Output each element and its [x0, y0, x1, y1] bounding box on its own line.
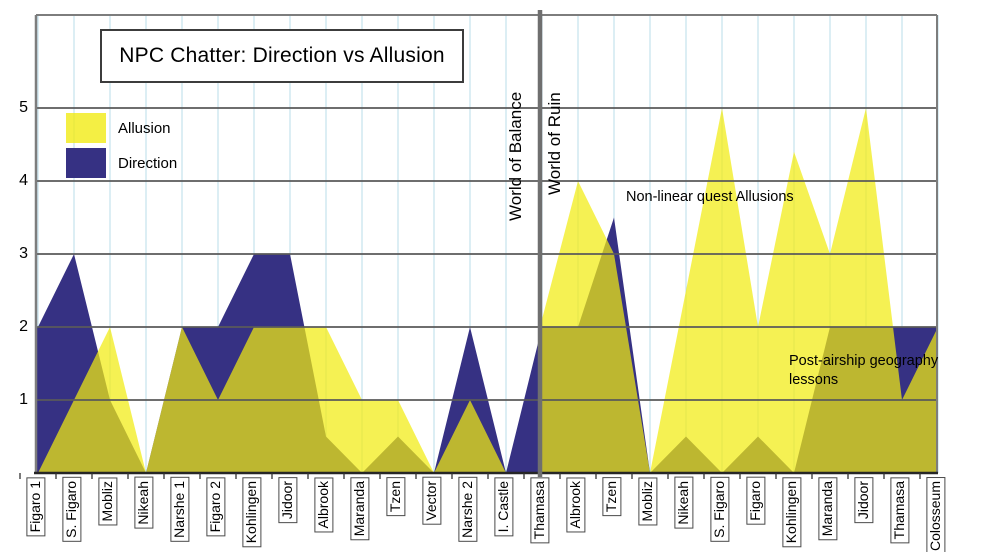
x-axis-label: Mobliz — [98, 477, 118, 526]
annotation-nonlinear: Non-linear quest Allusions — [626, 189, 794, 205]
legend-label-direction: Direction — [118, 155, 178, 172]
y-axis-label-5: 5 — [19, 99, 28, 116]
x-axis-label: Colosseum — [926, 477, 946, 552]
x-axis-label: Albrook — [314, 477, 334, 533]
annotation-postairship-line1: Post-airship geography — [789, 353, 939, 369]
x-axis-label: Mobliz — [638, 477, 658, 526]
legend-swatch-allusion — [66, 113, 106, 143]
x-axis-label: Thamasa — [530, 477, 550, 544]
x-axis-label: S. Figaro — [62, 477, 82, 542]
legend-swatch-direction — [66, 148, 106, 178]
annotation-postairship-line2: lessons — [789, 371, 839, 388]
x-axis-label: Kohlingen — [782, 477, 802, 548]
x-axis-label: Narshe 1 — [170, 477, 190, 542]
x-axis-label: Kohlingen — [242, 477, 262, 548]
y-axis-label-3: 3 — [19, 245, 28, 262]
x-axis-label: Figaro 2 — [206, 477, 226, 537]
allusion-area-world-of-ruin — [540, 108, 938, 473]
x-axis-label: Maranda — [350, 477, 370, 541]
x-axis-label: I. Castle — [494, 477, 514, 537]
x-axis-label: Nikeah — [674, 477, 694, 529]
chart-title-box: NPC Chatter: Direction vs Allusion — [100, 29, 464, 83]
x-axis-label: Albrook — [566, 477, 586, 533]
x-axis-label: Figaro — [746, 477, 766, 525]
x-axis-label: Jidoor — [278, 477, 298, 524]
world-of-balance-label: World of Balance — [506, 92, 525, 222]
x-axis-label: Nikeah — [134, 477, 154, 529]
x-axis-label: Narshe 2 — [458, 477, 478, 542]
x-axis-label: Jidoor — [854, 477, 874, 524]
chart-title: NPC Chatter: Direction vs Allusion — [119, 44, 445, 67]
x-axis-label: Maranda — [818, 477, 838, 541]
annotation-postairship: Post-airship geography lessons — [789, 352, 969, 389]
x-axis-label: Figaro 1 — [26, 477, 46, 537]
x-axis-label: Thamasa — [890, 477, 910, 544]
y-axis-label-2: 2 — [19, 318, 28, 335]
legend-label-allusion: Allusion — [118, 120, 171, 137]
x-axis-label: S. Figaro — [710, 477, 730, 542]
x-axis-label: Tzen — [602, 477, 622, 517]
world-of-ruin-label: World of Ruin — [545, 92, 564, 195]
x-axis-label: Vector — [422, 477, 442, 525]
y-axis-label-4: 4 — [19, 172, 28, 189]
y-axis-label-1: 1 — [19, 391, 28, 408]
x-axis-label: Tzen — [386, 477, 406, 517]
